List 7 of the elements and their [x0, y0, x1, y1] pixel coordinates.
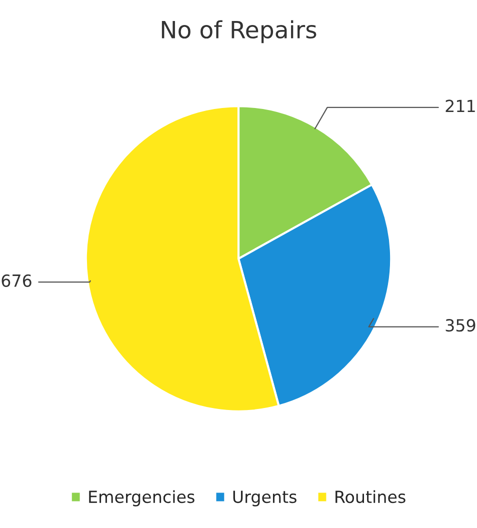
legend-label: Routines [336, 490, 406, 504]
data-label: 359 [446, 319, 476, 332]
data-label: 676 [2, 274, 32, 287]
data-label: 211 [446, 100, 475, 112]
chart-title: No of Repairs [162, 20, 316, 44]
legend-label: Emergencies [89, 490, 194, 506]
legend-label: Urgents [233, 490, 296, 506]
